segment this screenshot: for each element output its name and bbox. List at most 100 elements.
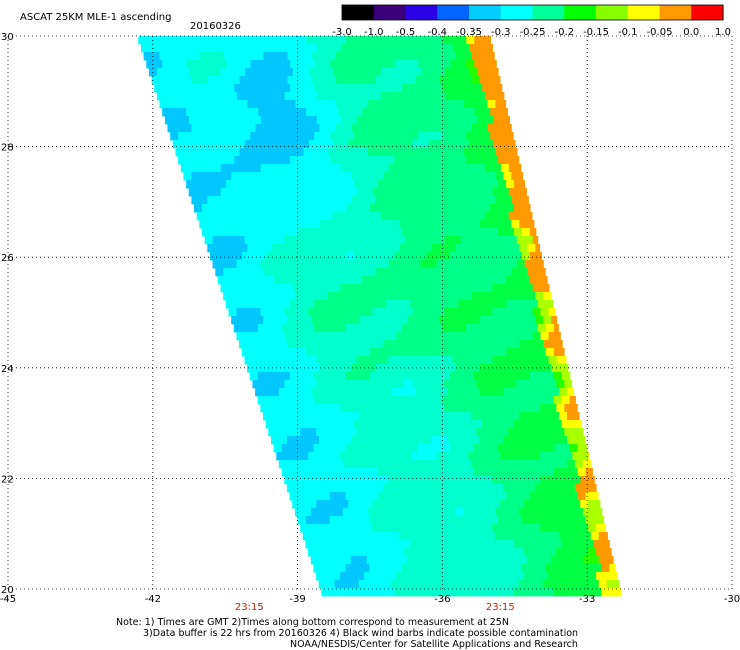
swath-cell (436, 524, 445, 533)
swath-cell (162, 60, 171, 69)
swath-cell (377, 276, 387, 285)
swath-cell (543, 340, 552, 349)
swath-cell (503, 148, 512, 157)
swath-cell (223, 172, 232, 181)
swath-cell (383, 100, 392, 109)
swath-cell (601, 540, 610, 549)
swath-cell (596, 548, 605, 557)
swath-cell (423, 220, 432, 229)
swath-cell (492, 92, 502, 101)
swath-cell (527, 220, 535, 229)
swath-cell (181, 44, 190, 53)
swath-cell (543, 412, 552, 421)
swath-cell (463, 52, 472, 61)
swath-cell (548, 524, 557, 533)
swath-cell (303, 124, 312, 133)
swath-cell (590, 580, 600, 589)
swath-cell (396, 236, 406, 245)
swath-cell (356, 116, 366, 125)
swath-cell (298, 36, 307, 45)
swath-cell (263, 100, 272, 109)
colorbar-label: -0.05 (647, 27, 673, 38)
swath-cell (386, 228, 395, 237)
swath-cell (404, 380, 413, 389)
swath-cell (353, 588, 362, 597)
swath-cell (263, 268, 272, 277)
swath-cell (242, 252, 251, 261)
swath-cell (356, 188, 366, 197)
swath-cell (551, 412, 560, 421)
swath-cell (239, 220, 248, 229)
swath-cell (430, 580, 440, 589)
swath-cell (372, 524, 381, 533)
swath-cell (284, 164, 294, 173)
swath-cell (247, 52, 256, 61)
swath-cell (506, 132, 514, 141)
swath-cell (290, 132, 299, 141)
swath-cell (569, 564, 578, 573)
swath-cell (263, 364, 272, 373)
swath-cell (271, 244, 280, 253)
swath-cell (420, 548, 429, 557)
swath-cell (558, 532, 568, 541)
swath-cell (300, 164, 310, 173)
swath-cell (348, 68, 358, 77)
swath-cell (335, 172, 344, 181)
swath-cell (340, 164, 350, 173)
swath-cell (428, 332, 437, 341)
swath-cell (550, 556, 560, 565)
swath-cell (330, 228, 339, 237)
swath-cell (453, 44, 462, 53)
swath-cell (350, 580, 360, 589)
swath-cell (527, 292, 536, 301)
swath-cell (359, 76, 368, 85)
swath-cell (423, 364, 432, 373)
swath-cell (319, 124, 328, 133)
swath-cell (425, 324, 435, 333)
swath-cell (476, 380, 485, 389)
swath-cell (479, 148, 488, 157)
swath-cell (487, 388, 496, 397)
swath-cell (505, 420, 515, 429)
swath-cell (559, 436, 568, 445)
swath-cell (298, 84, 307, 93)
swath-cell (444, 116, 454, 125)
swath-cell (378, 36, 387, 45)
swath-cell (404, 92, 414, 101)
swath-cell (407, 100, 416, 109)
swath-cell (588, 548, 597, 557)
swath-cell (156, 92, 166, 101)
swath-cell (354, 132, 363, 141)
swath-cell (334, 580, 344, 589)
swath-cell (521, 324, 531, 333)
swath-cell (332, 164, 342, 173)
swath-cell (356, 284, 365, 293)
swath-cell (340, 548, 349, 557)
swath-cell (508, 236, 518, 245)
swath-cell (388, 308, 397, 317)
swath-cell (335, 436, 344, 445)
swath-cell (236, 284, 245, 293)
swath-cell (369, 348, 379, 357)
swath-cell (529, 396, 539, 405)
swath-cell (249, 372, 259, 381)
swath-cell (327, 52, 336, 61)
swath-cell (338, 60, 347, 69)
swath-cell (374, 484, 384, 493)
swath-cell (468, 284, 477, 293)
swath-cell (580, 500, 589, 509)
swath-cell (388, 164, 398, 173)
swath-cell (420, 524, 429, 533)
swath-cell (308, 524, 317, 533)
swath-cell (428, 500, 437, 509)
swath-cell (500, 284, 509, 293)
swath-cell (420, 68, 430, 77)
swath-cell (316, 380, 325, 389)
swath-cell (345, 324, 355, 333)
swath-cell (514, 252, 523, 261)
swath-cell (484, 140, 494, 149)
swath-cell (420, 236, 430, 245)
swath-cell (276, 68, 286, 77)
swath-cell (540, 524, 549, 533)
swath-cell (441, 540, 450, 549)
